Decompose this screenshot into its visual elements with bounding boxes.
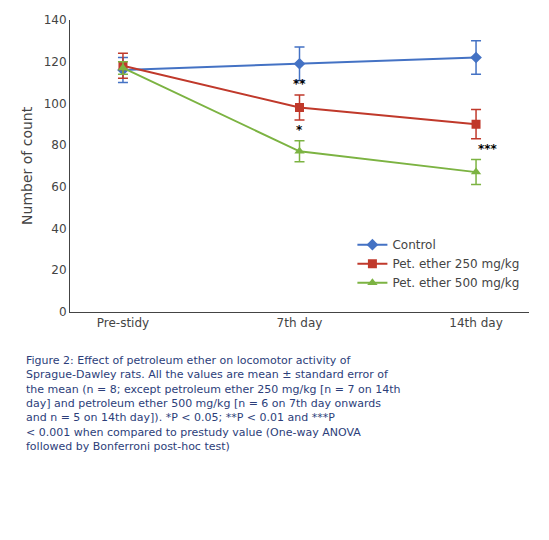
svg-text:Figure 2: Effect of petroleum: Figure 2: Effect of petroleum ether on l… [26,354,401,453]
svg-text:60: 60 [51,180,66,194]
svg-text:Pet. ether 500 mg/kg: Pet. ether 500 mg/kg [392,276,519,290]
svg-text:***: *** [478,142,498,156]
svg-text:140: 140 [44,13,67,27]
svg-text:120: 120 [44,55,67,69]
svg-text:Number of count: Number of count [19,106,35,225]
svg-text:**: ** [293,77,306,91]
svg-text:Pre-stidy: Pre-stidy [97,316,149,330]
svg-text:Control: Control [392,238,435,252]
svg-text:*: * [296,123,303,137]
svg-text:40: 40 [51,222,66,236]
svg-text:100: 100 [44,97,67,111]
svg-text:20: 20 [51,263,66,277]
svg-text:7th day: 7th day [277,316,323,330]
svg-text:Pet. ether 250 mg/kg: Pet. ether 250 mg/kg [392,257,519,271]
svg-text:80: 80 [51,138,66,152]
svg-text:14th day: 14th day [449,316,502,330]
svg-text:0: 0 [59,305,67,319]
